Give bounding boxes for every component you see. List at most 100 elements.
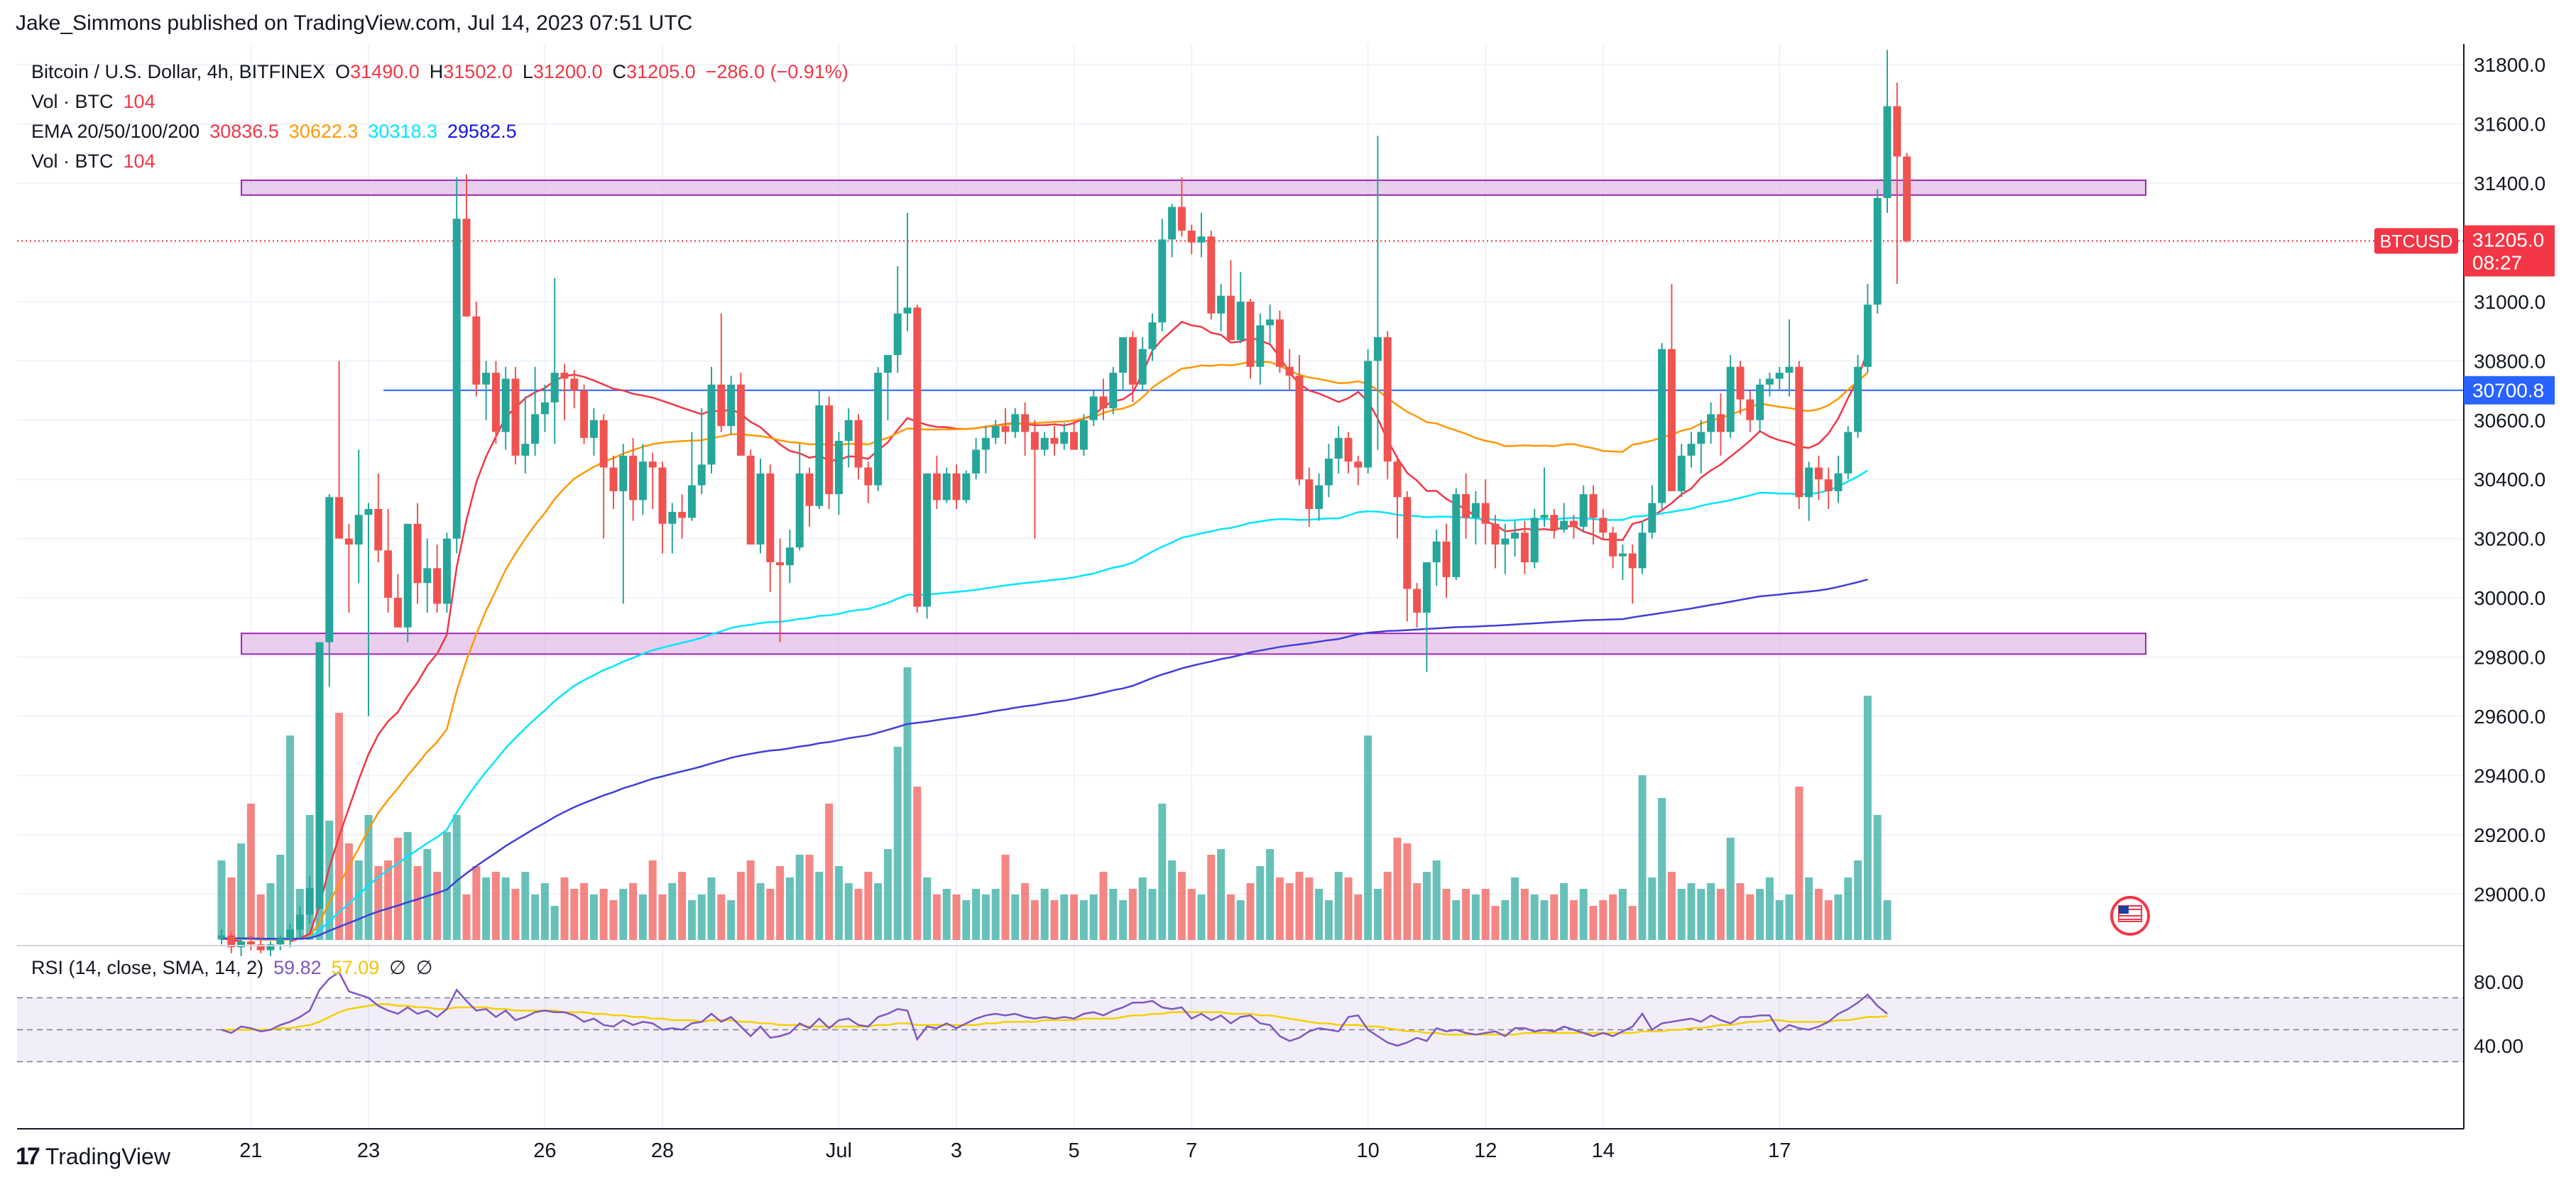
- candle-body: [864, 467, 873, 486]
- candle-body: [903, 307, 912, 314]
- volume-bar: [1060, 895, 1069, 940]
- candle-body: [1021, 414, 1030, 432]
- candle-body: [1060, 432, 1069, 444]
- ema20-line: [221, 320, 1869, 943]
- volume-bar: [756, 883, 765, 940]
- hline-badge-value: 30700.8: [2472, 380, 2544, 402]
- candle-body: [1667, 349, 1676, 491]
- volume-bar: [1511, 877, 1519, 940]
- price-zones: [17, 179, 2464, 655]
- legend-close: 31205.0: [626, 61, 696, 82]
- volume-bar: [923, 877, 932, 940]
- legend-ema-label[interactable]: EMA 20/50/100/200: [31, 121, 200, 142]
- volume-bar: [1589, 906, 1598, 940]
- candle-body: [1050, 437, 1059, 444]
- legend-symbol[interactable]: Bitcoin / U.S. Dollar, 4h, BITFINEX: [31, 61, 326, 82]
- candle-body: [276, 938, 285, 945]
- candle-body: [1863, 305, 1872, 367]
- volume-bar: [413, 866, 422, 940]
- volume-bar: [482, 877, 491, 940]
- volume-bar: [1462, 889, 1470, 940]
- ema200-line: [222, 578, 1868, 940]
- volume-bar: [864, 872, 873, 940]
- volume-bar: [1246, 883, 1255, 940]
- volume-bar: [1844, 877, 1852, 940]
- volume-bar: [1814, 889, 1823, 940]
- candle-body: [893, 313, 902, 356]
- candle-body: [560, 373, 569, 379]
- volume-bar: [1079, 900, 1088, 940]
- legend-vol-label[interactable]: Vol · BTC: [31, 91, 114, 112]
- candle-body: [756, 473, 765, 545]
- legend-vol2-label[interactable]: Vol · BTC: [31, 151, 114, 172]
- volume-bar: [1501, 900, 1510, 940]
- candle-body: [638, 461, 647, 500]
- candle-body: [1187, 230, 1196, 243]
- zone-resistance: [241, 179, 2146, 196]
- candle-body: [932, 473, 941, 500]
- candle-body: [1226, 295, 1235, 341]
- legend-rsi-label[interactable]: RSI (14, close, SMA, 14, 2): [31, 957, 264, 978]
- volume-bar: [1746, 895, 1754, 940]
- volume-bar: [403, 832, 412, 940]
- events-icon[interactable]: [2110, 896, 2150, 936]
- candle-body: [1491, 523, 1500, 545]
- volume-bar: [1658, 798, 1666, 940]
- candle-body: [1040, 437, 1049, 450]
- legend-ema100: 30318.3: [368, 121, 438, 142]
- volume-bar: [374, 866, 383, 940]
- candle-body: [1256, 325, 1265, 367]
- legend-vol2-value: 104: [123, 151, 155, 172]
- volume-bar: [511, 889, 520, 940]
- volume-bar: [237, 843, 246, 940]
- volume-bar: [746, 860, 755, 940]
- candle-body: [1158, 239, 1167, 323]
- volume-bar: [1736, 883, 1745, 940]
- volume-bar: [619, 889, 628, 940]
- candle-body: [1413, 589, 1421, 613]
- candle-body: [433, 568, 442, 604]
- volume-bar: [433, 872, 442, 940]
- time-tick-label: 21: [239, 1139, 262, 1162]
- volume-bar: [776, 866, 785, 940]
- volume-bar: [913, 787, 922, 940]
- volume-bar: [1403, 843, 1412, 940]
- candle-body: [1677, 455, 1686, 491]
- volume-bar: [1530, 895, 1539, 940]
- volume-bar: [452, 815, 461, 940]
- tradingview-brand[interactable]: 17 TradingView: [16, 1143, 170, 1171]
- volume-bar: [1226, 895, 1235, 940]
- legend-l-label: L: [522, 61, 533, 82]
- volume-bar: [1863, 696, 1872, 940]
- candle-body: [1364, 361, 1372, 468]
- candle-body: [1177, 207, 1186, 231]
- time-tick-label: 5: [1069, 1139, 1080, 1162]
- volume-bar: [1236, 900, 1245, 940]
- volume-bar: [570, 889, 579, 940]
- volume-bar: [1021, 883, 1030, 940]
- candle-body: [1687, 444, 1696, 456]
- volume-bar: [1275, 877, 1284, 940]
- candle-body: [1903, 156, 1911, 241]
- candle-body: [776, 562, 785, 566]
- volume-bar: [1099, 872, 1108, 940]
- candle-body: [403, 523, 412, 628]
- volume-bar: [1765, 877, 1774, 940]
- candle-body: [1148, 322, 1157, 349]
- volume-bar: [472, 866, 481, 940]
- volume-bar: [1560, 883, 1568, 940]
- candle-body: [580, 390, 589, 438]
- candle-body: [1775, 373, 1784, 379]
- volume-bar: [1609, 895, 1617, 940]
- volume-bar: [1050, 900, 1059, 940]
- candle-body: [511, 378, 520, 456]
- candle-body: [952, 473, 961, 500]
- candle-body: [354, 515, 363, 545]
- volume-bar: [1266, 849, 1275, 940]
- volume-bar: [1393, 838, 1402, 940]
- candle-body: [531, 414, 540, 444]
- candle-body: [1471, 503, 1480, 518]
- volume-bar: [1119, 900, 1128, 940]
- candle-body: [668, 512, 677, 524]
